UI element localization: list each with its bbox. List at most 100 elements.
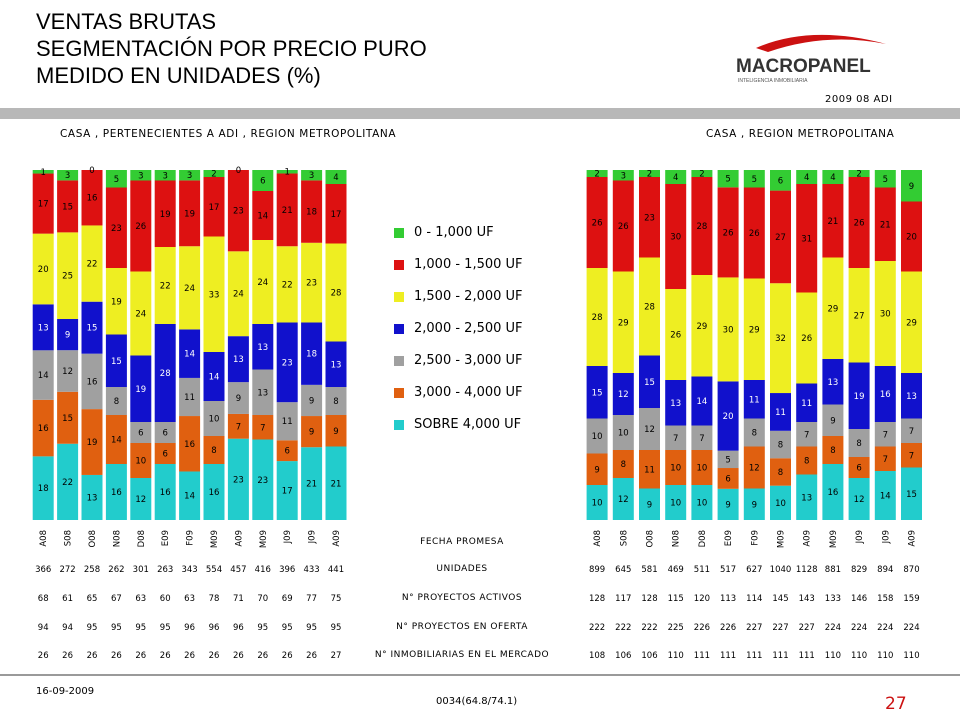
data-label: 9	[909, 182, 914, 192]
legend-label: SOBRE 4,000 UF	[414, 417, 522, 432]
x-tick-label: M09	[829, 530, 839, 548]
row-label-oferta: N° PROYECTOS EN OFERTA	[396, 622, 528, 632]
table-cell-proyectos-oferta: 222	[615, 623, 631, 633]
bar-segment-2000-2500	[874, 366, 896, 422]
data-label: 10	[670, 499, 681, 509]
bar-segment-2000-2500	[154, 324, 176, 422]
table-cell-unidades: 829	[851, 565, 867, 575]
table-cell-inmobiliarias: 26	[160, 651, 171, 661]
table-cell-inmobiliarias: 110	[851, 651, 867, 661]
bar-segment-1000-1500	[586, 177, 608, 268]
bar-segment-2500-3000	[252, 369, 274, 415]
bar-segment-0-1000	[691, 170, 713, 177]
bar-segment-1500-2000	[691, 275, 713, 377]
bar-segment-3000-4000	[586, 453, 608, 485]
data-label: 7	[699, 434, 704, 444]
bar-segment-3000-4000	[717, 468, 739, 489]
data-label: 7	[236, 422, 241, 432]
data-label: 12	[62, 367, 73, 377]
bar-segment-0-1000	[130, 170, 152, 181]
data-label: 13	[827, 378, 838, 388]
bar-segment-1000-1500	[154, 180, 176, 247]
bar-segment-1500-2000	[848, 268, 870, 363]
x-tick-label: E09	[724, 530, 734, 546]
bar-segment-2500-3000	[227, 382, 249, 414]
bar-segment-3000-4000	[822, 436, 844, 464]
bar-segment-sobre-4000	[717, 488, 739, 520]
data-label: 11	[184, 393, 195, 403]
table-cell-proyectos-activos: 146	[851, 594, 867, 604]
data-label: 4	[830, 173, 835, 183]
bar-segment-2000-2500	[301, 322, 323, 385]
table-cell-proyectos-activos: 115	[668, 594, 684, 604]
table-cell-unidades: 272	[59, 565, 75, 575]
data-label: 10	[135, 457, 146, 467]
macropanel-logo: MACROPANEL INTELIGENCIA INMOBILIARIA	[736, 34, 886, 84]
data-label: 29	[827, 304, 838, 314]
data-label: 28	[644, 303, 655, 313]
data-label: 5	[725, 455, 730, 465]
data-label: 14	[696, 397, 707, 407]
bar-segment-3000-4000	[770, 458, 791, 486]
x-tick-label: J09	[881, 530, 891, 544]
data-label: 13	[87, 493, 98, 503]
bar-segment-sobre-4000	[901, 467, 922, 520]
data-label: 24	[257, 278, 268, 288]
bar-segment-1500-2000	[154, 247, 176, 324]
bar-segment-0-1000	[586, 170, 608, 177]
data-label: 28	[331, 289, 342, 299]
data-label: 10	[696, 499, 707, 509]
table-cell-proyectos-activos: 71	[233, 594, 244, 604]
data-label: 15	[87, 324, 98, 334]
data-label: 11	[801, 399, 812, 409]
data-label: 20	[906, 233, 917, 243]
bar-segment-2000-2500	[822, 359, 844, 405]
bar-segment-2000-2500	[105, 334, 127, 387]
data-label: 30	[880, 310, 891, 320]
data-label: 16	[38, 424, 49, 434]
data-label: 2	[699, 170, 704, 180]
data-label: 9	[236, 394, 241, 404]
data-label: 3	[187, 171, 192, 181]
bar-segment-2500-3000	[130, 422, 152, 443]
bar-segment-1000-1500	[301, 180, 323, 243]
table-cell-proyectos-oferta: 224	[825, 623, 841, 633]
bar-segment-2000-2500	[743, 380, 765, 419]
left-chart-title: CASA , PERTENECIENTES A ADI , REGION MET…	[60, 128, 397, 140]
table-cell-proyectos-oferta: 95	[257, 623, 268, 633]
table-cell-proyectos-activos: 117	[615, 594, 631, 604]
data-label: 9	[594, 465, 599, 475]
bar-segment-2500-3000	[276, 402, 298, 441]
bar-segment-2000-2500	[179, 329, 201, 378]
data-label: 26	[592, 219, 603, 229]
bar-segment-sobre-4000	[252, 439, 274, 520]
bar-segment-1500-2000	[717, 277, 739, 382]
bar-segment-1000-1500	[665, 184, 687, 289]
data-label: 12	[644, 425, 655, 435]
data-label: 21	[827, 217, 838, 227]
data-label: 19	[854, 392, 865, 402]
table-cell-proyectos-activos: 65	[87, 594, 98, 604]
table-cell-inmobiliarias: 26	[135, 651, 146, 661]
table-cell-proyectos-oferta: 224	[877, 623, 893, 633]
bar-segment-3000-4000	[154, 443, 176, 464]
bar-segment-1000-1500	[227, 170, 249, 252]
data-label: 12	[618, 495, 629, 505]
table-cell-unidades: 581	[641, 565, 657, 575]
bar-segment-2000-2500	[770, 393, 791, 431]
table-cell-proyectos-oferta: 95	[87, 623, 98, 633]
bar-segment-2000-2500	[81, 301, 103, 354]
bar-segment-1000-1500	[770, 190, 791, 284]
data-label: 14	[880, 492, 891, 502]
data-label: 6	[260, 177, 265, 187]
data-label: 23	[282, 358, 293, 368]
table-cell-proyectos-oferta: 95	[111, 623, 122, 633]
table-cell-unidades: 645	[615, 565, 631, 575]
bar-segment-1500-2000	[639, 257, 660, 356]
bar-segment-2500-3000	[874, 422, 896, 447]
table-cell-inmobiliarias: 111	[720, 651, 736, 661]
bar-segment-1500-2000	[874, 261, 896, 366]
x-tick-label: E09	[161, 530, 171, 546]
table-cell-unidades: 416	[255, 565, 271, 575]
bar-segment-1000-1500	[743, 187, 765, 279]
